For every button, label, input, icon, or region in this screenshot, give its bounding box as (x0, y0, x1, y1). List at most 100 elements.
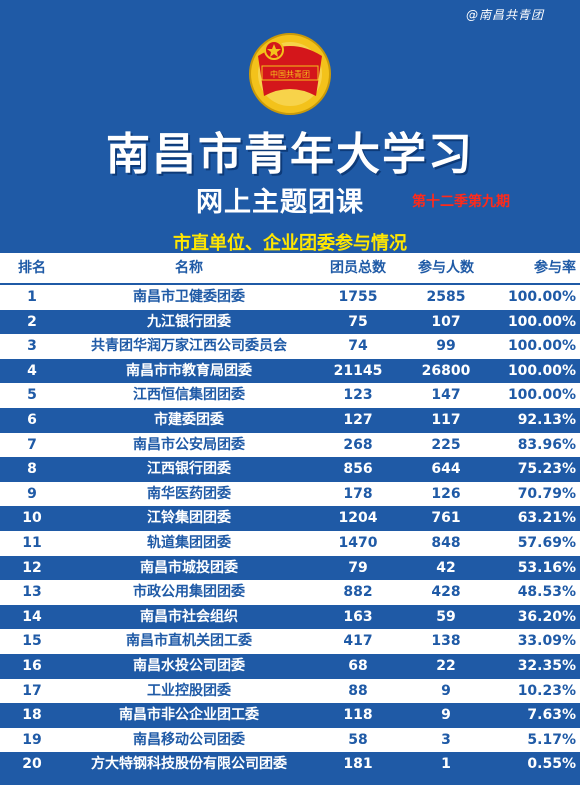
rank-cell: 20 (22, 756, 42, 773)
rate-cell: 7.63% (527, 707, 576, 724)
name-cell: 南昌市城投团委 (140, 559, 238, 576)
participants-cell: 3 (441, 731, 451, 748)
name-cell: 南昌市市教育局团委 (126, 362, 252, 379)
name-cell: 工业控股团委 (147, 682, 231, 699)
participants-cell: 225 (431, 436, 461, 453)
youth-league-emblem-icon: 中国共青团 (249, 33, 331, 115)
table-row: 8 江西银行团委 856 644 75.23% (0, 457, 580, 482)
rate-cell: 48.53% (517, 584, 576, 601)
table-row: 11 轨道集团团委 1470 848 57.69% (0, 530, 580, 556)
rank-cell: 12 (22, 559, 42, 576)
table-row: 3 共青团华润万家江西公司委员会 74 99 100.00% (0, 334, 580, 359)
rate-cell: 32.35% (517, 657, 576, 674)
rate-cell: 33.09% (517, 633, 576, 650)
total-cell: 163 (343, 608, 373, 625)
participants-cell: 761 (431, 510, 461, 527)
total-cell: 181 (343, 756, 373, 773)
participants-cell: 26800 (421, 362, 471, 379)
participants-cell: 138 (431, 633, 461, 650)
rank-cell: 1 (27, 289, 37, 305)
name-cell: 共青团华润万家江西公司委员会 (91, 338, 287, 355)
table-body: 1 南昌市卫健委团委 1755 2585 100.00% 2 九江银行团委 75… (0, 285, 580, 777)
rate-cell: 83.96% (517, 436, 576, 453)
table-row: 16 南昌水投公司团委 68 22 32.35% (0, 653, 580, 679)
table-row: 13 市政公用集团团委 882 428 48.53% (0, 580, 580, 605)
participants-cell: 42 (436, 559, 456, 576)
total-cell: 123 (343, 387, 373, 404)
season-label: 第十二季第九期 (412, 194, 510, 210)
total-cell: 1755 (338, 289, 378, 305)
rank-cell: 2 (27, 313, 37, 330)
total-cell: 68 (348, 657, 368, 674)
table-row: 12 南昌市城投团委 79 42 53.16% (0, 555, 580, 581)
name-cell: 江西银行团委 (147, 461, 231, 478)
name-cell: 轨道集团团委 (147, 534, 231, 551)
page-title: 南昌市青年大学习 (106, 129, 474, 180)
rank-cell: 13 (22, 584, 42, 601)
table-header: 排名 名称 团员总数 参与人数 参与率 (0, 253, 580, 283)
rank-cell: 3 (27, 338, 37, 355)
rate-cell: 63.21% (517, 510, 576, 527)
total-cell: 1470 (338, 534, 378, 551)
rank-cell: 9 (27, 485, 37, 502)
total-cell: 74 (348, 338, 368, 355)
table-row: 7 南昌市公安局团委 268 225 83.96% (0, 432, 580, 458)
rank-cell: 8 (27, 461, 37, 478)
total-cell: 79 (348, 559, 368, 576)
total-cell: 118 (343, 707, 373, 724)
participants-cell: 147 (431, 387, 461, 404)
participants-cell: 107 (431, 313, 461, 330)
total-cell: 58 (348, 731, 368, 748)
rate-cell: 100.00% (507, 362, 576, 379)
total-cell: 21145 (333, 362, 383, 379)
rate-cell: 36.20% (517, 608, 576, 625)
rank-cell: 5 (27, 387, 37, 404)
rank-cell: 7 (27, 436, 37, 453)
rank-cell: 17 (22, 682, 42, 699)
total-cell: 268 (343, 436, 373, 453)
name-cell: 南昌市卫健委团委 (133, 289, 245, 305)
rank-cell: 19 (22, 731, 42, 748)
table-row: 10 江铃集团团委 1204 761 63.21% (0, 506, 580, 531)
participants-cell: 1 (441, 756, 451, 773)
header-rank: 排名 (18, 260, 46, 276)
table-row: 1 南昌市卫健委团委 1755 2585 100.00% (0, 285, 580, 310)
rank-cell: 16 (22, 657, 42, 674)
participants-cell: 2585 (426, 289, 466, 305)
emblem-text: 中国共青团 (270, 69, 310, 79)
section-title: 市直单位、企业团委参与情况 (173, 233, 407, 254)
table-row: 9 南华医药团委 178 126 70.79% (0, 481, 580, 507)
header-name: 名称 (175, 260, 203, 276)
table-row: 20 方大特钢科技股份有限公司团委 181 1 0.55% (0, 752, 580, 777)
name-cell: 南昌市公安局团委 (133, 436, 245, 453)
rate-cell: 70.79% (517, 485, 576, 502)
participants-cell: 428 (431, 584, 461, 601)
participants-cell: 59 (436, 608, 456, 625)
rate-cell: 53.16% (517, 559, 576, 576)
table-row: 4 南昌市市教育局团委 21145 26800 100.00% (0, 358, 580, 384)
header-total: 团员总数 (330, 260, 386, 276)
total-cell: 856 (343, 461, 373, 478)
name-cell: 方大特钢科技股份有限公司团委 (91, 756, 287, 773)
watermark: @南昌共青团 (465, 8, 544, 22)
rate-cell: 75.23% (517, 461, 576, 478)
table-row: 6 市建委团委 127 117 92.13% (0, 407, 580, 433)
rate-cell: 100.00% (507, 387, 576, 404)
participants-cell: 848 (431, 534, 461, 551)
name-cell: 南昌市非公企业团工委 (119, 707, 259, 724)
total-cell: 1204 (338, 510, 378, 527)
rate-cell: 100.00% (507, 313, 576, 330)
rate-cell: 57.69% (517, 534, 576, 551)
participants-cell: 99 (436, 338, 456, 355)
name-cell: 江铃集团团委 (147, 510, 231, 527)
table-row: 2 九江银行团委 75 107 100.00% (0, 309, 580, 335)
rank-cell: 6 (27, 411, 37, 428)
name-cell: 南华医药团委 (147, 485, 231, 502)
table-row: 17 工业控股团委 88 9 10.23% (0, 678, 580, 704)
table-row: 15 南昌市直机关团工委 417 138 33.09% (0, 629, 580, 654)
table-row: 18 南昌市非公企业团工委 118 9 7.63% (0, 703, 580, 728)
rank-cell: 4 (27, 362, 37, 379)
rate-cell: 100.00% (507, 338, 576, 355)
header-participants: 参与人数 (418, 260, 474, 276)
header-rate: 参与率 (534, 260, 576, 276)
